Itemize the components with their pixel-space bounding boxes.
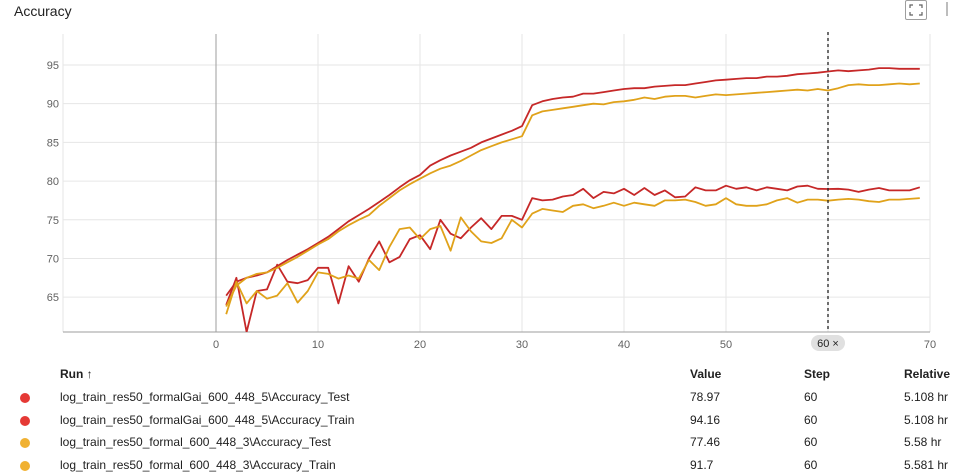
run-color-dot: [20, 416, 30, 426]
run-name: log_train_res50_formal_600_448_3\Accurac…: [60, 458, 336, 472]
x-tick-label: 50: [720, 339, 732, 351]
y-tick-label: 95: [47, 60, 59, 72]
run-step: 60: [804, 458, 817, 472]
table-header: Run ↑ Value Step Relative: [0, 362, 953, 386]
chart-grid: [63, 34, 930, 332]
run-step: 60: [804, 390, 817, 404]
run-value: 91.7: [690, 458, 713, 472]
x-tick-label: 30: [516, 339, 528, 351]
fullscreen-icon: [909, 4, 923, 16]
y-tick-label: 75: [47, 215, 59, 227]
x-tick-label: 70: [924, 339, 936, 351]
y-tick-label: 90: [47, 99, 59, 111]
chart-axes: 0 10 20 30 40 50 70 65 70 75 80 85 90 95: [47, 34, 936, 351]
y-tick-label: 70: [47, 253, 59, 265]
hover-step-label: 60 ×: [817, 338, 839, 350]
value-column-header[interactable]: Value: [690, 367, 721, 381]
run-color-dot: [20, 393, 30, 403]
run-column-header[interactable]: Run ↑: [60, 367, 93, 381]
run-value: 94.16: [690, 413, 720, 427]
relative-column-header[interactable]: Relative: [904, 367, 950, 381]
runs-table: Run ↑ Value Step Relative log_train_res5…: [0, 362, 953, 476]
run-color-dot: [20, 461, 30, 471]
chart-series: [226, 68, 920, 332]
expand-chart-button[interactable]: [905, 0, 927, 20]
hover-step-badge: 60 ×: [811, 335, 845, 351]
run-step: 60: [804, 413, 817, 427]
run-name: log_train_res50_formalGai_600_448_5\Accu…: [60, 413, 354, 427]
x-tick-label: 20: [414, 339, 426, 351]
y-tick-label: 65: [47, 292, 59, 304]
run-name: log_train_res50_formalGai_600_448_5\Accu…: [60, 390, 350, 404]
run-step: 60: [804, 435, 817, 449]
step-column-header[interactable]: Step: [804, 367, 830, 381]
run-relative: 5.58 hr: [904, 435, 941, 449]
panel-edge: [946, 2, 948, 16]
run-value: 78.97: [690, 390, 720, 404]
table-row[interactable]: log_train_res50_formalGai_600_448_5\Accu…: [0, 386, 953, 409]
run-relative: 5.108 hr: [904, 390, 948, 404]
table-row[interactable]: log_train_res50_formal_600_448_3\Accurac…: [0, 431, 953, 454]
chart-title: Accuracy: [14, 3, 72, 19]
table-row[interactable]: log_train_res50_formalGai_600_448_5\Accu…: [0, 409, 953, 432]
run-relative: 5.581 hr: [904, 458, 948, 472]
series-line-2: [226, 68, 920, 296]
x-tick-label: 40: [618, 339, 630, 351]
table-row[interactable]: log_train_res50_formal_600_448_3\Accurac…: [0, 454, 953, 476]
run-value: 77.46: [690, 435, 720, 449]
y-tick-label: 80: [47, 176, 59, 188]
run-relative: 5.108 hr: [904, 413, 948, 427]
x-tick-label: 0: [213, 339, 219, 351]
run-name: log_train_res50_formal_600_448_3\Accurac…: [60, 435, 331, 449]
accuracy-line-chart[interactable]: 0 10 20 30 40 50 70 65 70 75 80 85 90 95 60 ×: [0, 22, 953, 362]
run-color-dot: [20, 438, 30, 448]
y-tick-label: 85: [47, 137, 59, 149]
x-tick-label: 10: [312, 339, 324, 351]
